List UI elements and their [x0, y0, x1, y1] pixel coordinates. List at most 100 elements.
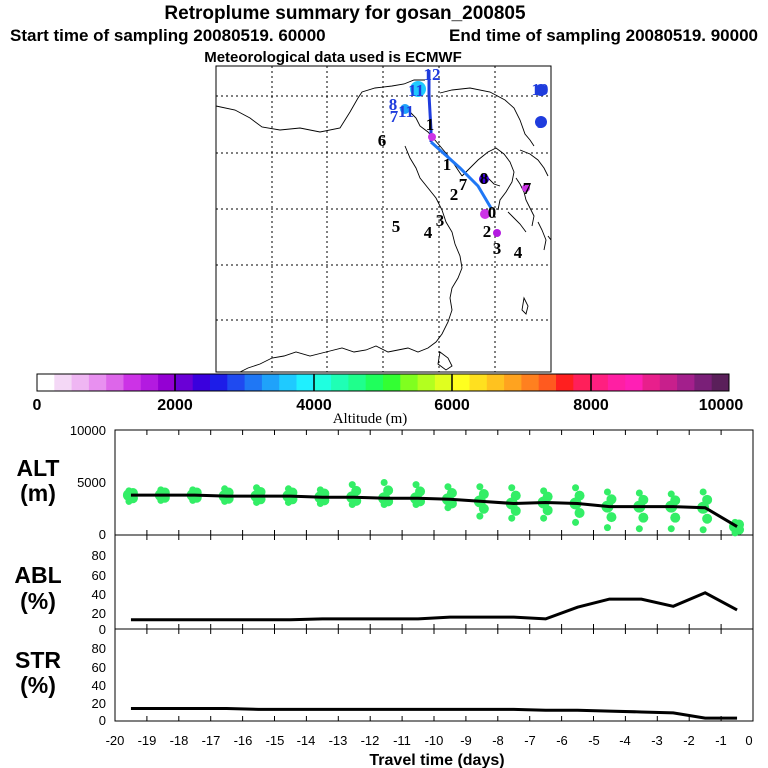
alt-scatter-point: [316, 500, 324, 507]
plume-dot: [479, 174, 489, 184]
plume-label: 7: [390, 107, 399, 126]
plume-label: 12: [424, 65, 441, 84]
alt-scatter-point: [540, 514, 548, 522]
plume-label: 7: [459, 175, 468, 194]
abl-panel-frame: [114, 534, 754, 630]
alt-scatter-point: [412, 481, 420, 489]
colorbar-cell: [677, 374, 695, 391]
plume-label: 2: [483, 222, 492, 241]
colorbar-cell: [192, 374, 211, 391]
alt-scatter-point: [572, 518, 580, 526]
alt-scatter-point: [380, 501, 388, 509]
plume-dot: [428, 133, 436, 141]
alt-scatter-point: [638, 512, 649, 523]
x-tick-label: -16: [234, 733, 253, 748]
x-tick-label: -7: [524, 733, 536, 748]
alt-scatter-point: [699, 526, 707, 534]
plume-dot: [480, 209, 490, 219]
colorbar-cell: [227, 374, 246, 391]
plume-label: 2: [450, 185, 459, 204]
x-tick-label: -15: [266, 733, 285, 748]
x-tick-label: -1: [715, 733, 727, 748]
plume-label: 9: [537, 113, 546, 132]
alt-ylabel: ALT: [16, 455, 59, 481]
plume-label: 3: [493, 239, 502, 258]
colorbar-cell: [158, 374, 176, 391]
str-ytick: 80: [92, 641, 106, 656]
chart-marks: [114, 430, 754, 721]
plume-label: 11: [408, 81, 424, 100]
str-line: [130, 706, 738, 720]
colorbar-cell: [175, 374, 194, 391]
colorbar-cell: [659, 374, 678, 391]
end-time-label: End time of sampling 20080519. 90000: [449, 26, 758, 45]
colorbar-cell: [54, 374, 73, 391]
colorbar-cell: [383, 374, 401, 391]
x-axis-label: Travel time (days): [369, 752, 504, 768]
alt-scatter-point: [157, 496, 165, 504]
plume-label: 7: [523, 179, 532, 198]
colorbar-cell: [313, 374, 332, 391]
colorbar-cell: [642, 374, 661, 391]
colorbar-label: Altitude (m): [333, 411, 408, 427]
colorbar-cell: [244, 374, 263, 391]
plume-label: 1: [426, 115, 435, 134]
alt-scatter-point: [348, 481, 356, 489]
plume-label: 4: [424, 223, 433, 242]
alt-scatter-point: [635, 489, 643, 497]
alt-scatter-point: [412, 501, 420, 509]
colorbar-dividers: [174, 374, 592, 391]
colorbar-cell: [711, 374, 730, 391]
plume-label: 4: [514, 243, 523, 262]
alt-scatter-point: [603, 488, 611, 496]
x-tick-label: -19: [138, 733, 157, 748]
alt-scatter-point: [603, 524, 611, 532]
panel-frames: [114, 429, 754, 722]
x-tick-label: -8: [492, 733, 504, 748]
plume-label: 8: [480, 169, 489, 188]
plume-dot: [410, 81, 426, 97]
plume-label: 5: [392, 217, 401, 236]
met-data-label: Meteorological data used is ECMWF: [204, 49, 462, 66]
plume-label: 0: [488, 203, 497, 222]
abl-ytick: 40: [92, 587, 106, 602]
colorbar-cell: [694, 374, 713, 391]
alt-scatter-point: [572, 484, 580, 492]
str-ytick: 20: [92, 696, 106, 711]
alt-panel-frame: [114, 429, 754, 536]
alt-yunit: (m): [20, 480, 56, 506]
colorbar-cell: [365, 374, 384, 391]
plume-label: 10: [532, 80, 549, 99]
colorbar-cell: [106, 374, 124, 391]
plume-label: 11: [398, 102, 414, 121]
colorbar-cell: [521, 374, 540, 391]
colorbar-cell: [486, 374, 505, 391]
plume-dot: [400, 104, 410, 114]
alt-scatter-point: [731, 529, 739, 537]
x-tick-label: -5: [588, 733, 600, 748]
x-tick-label: -9: [460, 733, 472, 748]
alt-scatter-point: [510, 505, 521, 516]
colorbar-cell: [123, 374, 142, 391]
colorbar-cell: [452, 374, 470, 391]
colorbar-cell: [400, 374, 419, 391]
colorbar-tick: 10000: [699, 397, 744, 414]
alt-scatter-point: [699, 488, 707, 496]
colorbar-cell: [607, 374, 626, 391]
abl-ytick: 60: [92, 568, 106, 583]
trajectory-segment-lower: [429, 140, 493, 209]
colorbar-cell: [37, 374, 55, 391]
abl-ytick: 20: [92, 606, 106, 621]
colorbar-cell: [279, 374, 297, 391]
plume-dot: [535, 84, 547, 96]
alt-ytick: 5000: [77, 475, 106, 490]
alt-scatter-point: [189, 496, 197, 504]
x-tick-label: -3: [651, 733, 663, 748]
plume-dot: [493, 229, 501, 237]
str-ytick: 60: [92, 660, 106, 675]
str-ytick: 0: [99, 713, 106, 728]
colorbar-cell: [261, 374, 280, 391]
plume-label: 6: [378, 131, 387, 150]
alt-scatter-point: [125, 497, 133, 505]
x-tick-label: 0: [745, 733, 752, 748]
